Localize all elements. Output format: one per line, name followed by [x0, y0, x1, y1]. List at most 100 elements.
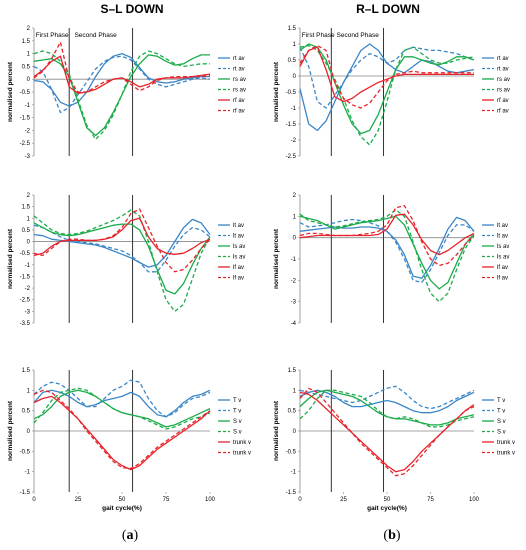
- left-column-title: S–L DOWN: [100, 2, 164, 16]
- x-axis-label: gait cycle(%): [102, 505, 142, 512]
- y-axis-label: normalised percent: [7, 228, 14, 289]
- legend-entry: T v: [233, 409, 241, 415]
- y-tick-label: 1: [27, 388, 31, 394]
- series-line: [33, 41, 211, 93]
- legend-entry: S v: [497, 419, 506, 425]
- x-tick-label: 50: [384, 497, 391, 503]
- y-tick-label: -0.5: [286, 90, 297, 96]
- y-tick-label: -0.5: [20, 449, 31, 455]
- y-axis-label: normalised percent: [273, 228, 280, 289]
- y-tick-label: -1.5: [20, 116, 31, 122]
- y-tick-label: 2: [27, 26, 31, 32]
- legend-entry: ls av: [233, 255, 245, 261]
- x-tick-label: 75: [163, 497, 170, 503]
- series-line: [33, 395, 211, 471]
- x-tick-label: 25: [340, 497, 347, 503]
- series-line: [299, 385, 475, 410]
- series-line: [33, 52, 210, 107]
- legend-entry: rs av: [233, 88, 246, 94]
- series-line: [33, 379, 211, 418]
- chart-a-mid: 2 1.5 1 0.5 0 -0.5 -1 -1.5 -2 -2.5 -3 -3.5 normalise…: [7, 193, 245, 327]
- legend-entry: ls av: [497, 244, 509, 250]
- legend-entry: rt av: [233, 67, 245, 73]
- legend-entry: lt av: [497, 223, 508, 229]
- phase-annotation: Second Phase: [74, 32, 117, 39]
- legend-entry: trunk v: [497, 440, 515, 446]
- legend-entry: rt av: [233, 56, 245, 62]
- legend-entry: trunk v: [233, 440, 251, 446]
- y-tick-label: -2: [291, 138, 297, 144]
- y-tick-label: -1: [291, 470, 297, 476]
- y-tick-label: 0.5: [288, 58, 297, 64]
- y-tick-label: 0.5: [22, 228, 31, 234]
- series-line: [299, 387, 475, 477]
- series-line: [299, 216, 475, 279]
- y-tick-label: -1.5: [286, 490, 297, 496]
- y-tick-label: -1.5: [20, 490, 31, 496]
- y-tick-label: -1: [25, 470, 31, 476]
- legend-entry: rt av: [497, 56, 509, 62]
- y-axis-label: normalised percent: [273, 61, 280, 122]
- legend-entry: rf av: [497, 109, 509, 115]
- series-line: [299, 209, 475, 303]
- y-tick-label: 1: [27, 52, 31, 58]
- y-tick-label: 0: [27, 77, 31, 83]
- y-tick-label: 2: [293, 193, 297, 199]
- x-tick-label: 75: [427, 497, 434, 503]
- series-line: [299, 44, 474, 109]
- legend-entry: lf av: [497, 276, 508, 282]
- series-line: [33, 224, 211, 273]
- series-line: [299, 391, 475, 473]
- y-tick-label: -1: [291, 257, 297, 263]
- y-tick-label: -2.5: [20, 298, 31, 304]
- chart-a-bot: 1.5 1 0.5 0 -0.5 -1 -1.5 normalised percent 0 25 5…: [7, 368, 251, 512]
- legend-entry: T v: [497, 398, 505, 404]
- series-line: [33, 222, 211, 295]
- phase-annotation: First Phase: [302, 32, 335, 39]
- y-axis-label: normalised percent: [7, 61, 14, 122]
- legend-entry: rf av: [233, 109, 245, 115]
- series-line: [299, 389, 475, 414]
- chart-a-top: 2 1.5 1 0.5 0 -0.5 -1 -1.5 -2 -2.5 -3 normalised pe…: [7, 26, 246, 160]
- series-line: [33, 389, 211, 418]
- y-tick-label: -0.5: [20, 90, 31, 96]
- y-tick-label: 0: [27, 429, 31, 435]
- y-tick-label: 2: [27, 193, 31, 199]
- legend-entry: lf av: [233, 265, 244, 271]
- series-line: [299, 43, 475, 132]
- x-tick-label: 0: [32, 497, 36, 503]
- panel-label-a: (a): [121, 528, 139, 543]
- series-line: [33, 209, 211, 313]
- chart-b-bot: 1.5 1 0.5 0 -0.5 -1 -1.5 normalised percent 0 25 5…: [273, 368, 515, 512]
- y-tick-label: 1.5: [22, 368, 31, 374]
- y-tick-label: -1: [25, 103, 31, 109]
- legend-entry: S v: [233, 419, 242, 425]
- y-tick-label: 0.5: [288, 409, 297, 415]
- y-tick-label: -4: [291, 321, 297, 327]
- y-tick-label: -3: [25, 154, 31, 160]
- y-tick-label: 1: [27, 216, 31, 222]
- x-tick-label: 100: [205, 497, 216, 503]
- legend-entry: rs av: [497, 88, 510, 94]
- phase-annotation: First Phase: [36, 32, 69, 39]
- legend-entry: lt av: [497, 234, 508, 240]
- x-tick-label: 100: [469, 497, 480, 503]
- y-tick-label: 0: [293, 74, 297, 80]
- panel-label-b-letter: b: [388, 528, 396, 543]
- y-tick-label: 0: [293, 429, 297, 435]
- series-line: [299, 46, 475, 109]
- series-line: [33, 55, 211, 94]
- x-axis-label: gait cycle(%): [367, 505, 407, 512]
- chart-b-mid: 2 1 0 -1 -2 -3 -4 normalised percent lt av lt av l…: [273, 193, 509, 327]
- y-axis-label: normalised percent: [273, 400, 280, 461]
- legend-entry: ls av: [233, 244, 245, 250]
- y-tick-label: -3: [25, 309, 31, 315]
- panel-label-b: (b): [383, 528, 401, 543]
- y-tick-label: 1.5: [288, 368, 297, 374]
- legend-entry: T v: [233, 398, 241, 404]
- y-tick-label: -1: [291, 106, 297, 112]
- series-line: [299, 215, 475, 290]
- y-tick-label: -2: [25, 128, 31, 134]
- y-tick-label: 0.5: [22, 409, 31, 415]
